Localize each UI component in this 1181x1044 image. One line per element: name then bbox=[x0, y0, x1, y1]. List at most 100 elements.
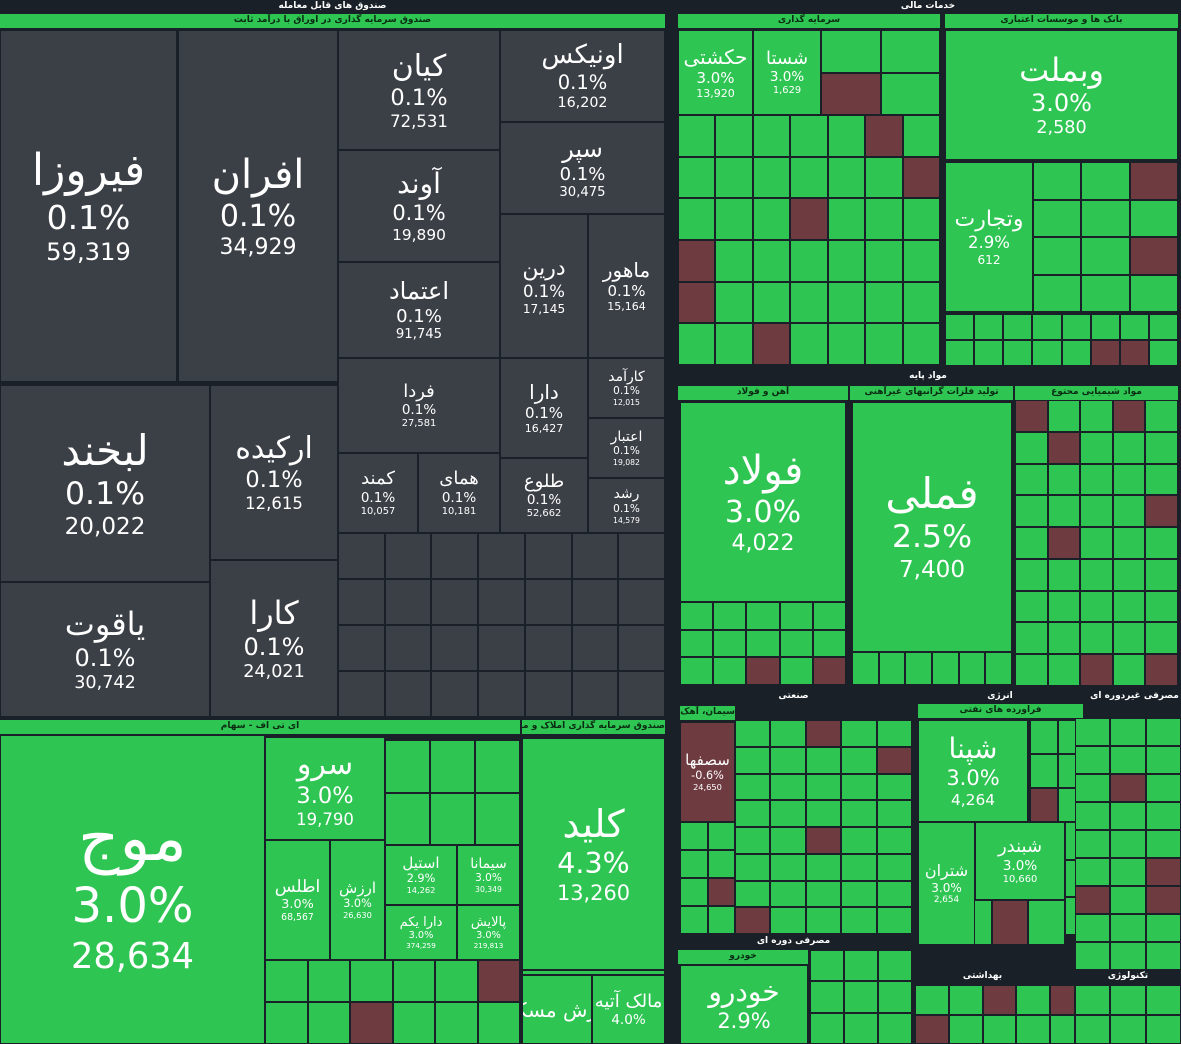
stock-tile[interactable]: پالایش 3.0% 219,813 bbox=[457, 905, 520, 960]
stock-tile[interactable]: حکشتی 3.0% 13,920 bbox=[678, 30, 753, 115]
tile-name: ارزش مسکن bbox=[523, 997, 591, 1022]
stock-tile[interactable]: اعتبار 0.1% 19,082 bbox=[588, 418, 665, 478]
section-header: صندوق های قابل معامله bbox=[0, 0, 665, 14]
filler-cell bbox=[991, 900, 1029, 945]
filler-cell bbox=[827, 115, 866, 157]
filler-cell bbox=[678, 323, 716, 365]
filler-cell bbox=[1145, 886, 1181, 914]
stock-tile[interactable]: اطلس 3.0% 68,567 bbox=[265, 840, 330, 960]
stock-tile[interactable]: وتجارت 2.9% 612 bbox=[945, 162, 1033, 312]
filler-cell bbox=[805, 853, 842, 881]
stock-tile[interactable]: ارکیده 0.1% 12,615 bbox=[210, 385, 338, 560]
filler-cell bbox=[1030, 754, 1058, 788]
filler-cell bbox=[430, 740, 475, 793]
tile-change: 3.0% bbox=[931, 880, 962, 895]
stock-tile[interactable]: موج 3.0% 28,634 bbox=[0, 735, 265, 1044]
filler-cell bbox=[841, 773, 877, 801]
stock-tile[interactable]: افران 0.1% 34,929 bbox=[178, 30, 338, 382]
filler-cell bbox=[678, 115, 716, 157]
stock-tile[interactable]: اونیکس 0.1% 16,202 bbox=[500, 30, 665, 122]
stock-tile[interactable]: سرو 3.0% 19,790 bbox=[265, 737, 385, 840]
tile-name: دارا یکم bbox=[399, 914, 443, 930]
stock-tile[interactable]: فردا 0.1% 27,581 bbox=[338, 358, 500, 453]
stock-tile[interactable]: سپر 0.1% 30,475 bbox=[500, 122, 665, 214]
stock-tile[interactable]: کیان 0.1% 72,531 bbox=[338, 30, 500, 150]
stock-tile[interactable]: ارزش مسکن bbox=[522, 975, 592, 1044]
filler-cell bbox=[779, 657, 813, 685]
stock-tile[interactable]: کمند 0.1% 10,057 bbox=[338, 453, 418, 533]
stock-tile[interactable]: طلوع 0.1% 52,662 bbox=[500, 458, 588, 533]
stock-tile[interactable]: سیمانا 3.0% 30,349 bbox=[457, 845, 520, 905]
stock-tile[interactable]: شبندر 3.0% 10,660 bbox=[975, 822, 1065, 900]
stock-tile[interactable]: وبملت 3.0% 2,580 bbox=[945, 30, 1178, 160]
filler-cell bbox=[752, 281, 791, 324]
stock-tile[interactable]: ارزش 3.0% 26,630 bbox=[330, 840, 385, 960]
stock-tile[interactable]: لبخند 0.1% 20,022 bbox=[0, 385, 210, 582]
filler-cell bbox=[680, 850, 708, 878]
stock-tile[interactable]: مالک آتیه 4.0% bbox=[592, 975, 665, 1044]
filler-cell bbox=[805, 800, 842, 827]
stock-tile[interactable]: رشد 0.1% 14,579 bbox=[588, 478, 665, 533]
stock-tile[interactable]: کارا 0.1% 24,021 bbox=[210, 560, 338, 717]
filler-cell bbox=[752, 115, 791, 157]
stock-tile[interactable]: دارا 0.1% 16,427 bbox=[500, 358, 588, 458]
filler-cell bbox=[752, 198, 791, 240]
filler-cell bbox=[478, 671, 525, 717]
filler-cell bbox=[878, 950, 912, 982]
stock-tile[interactable]: فولاد 3.0% 4,022 bbox=[680, 402, 846, 602]
stock-tile[interactable]: شتران 3.0% 2,654 bbox=[918, 822, 975, 945]
stock-tile[interactable]: فملی 2.5% 7,400 bbox=[852, 402, 1012, 652]
stock-tile[interactable]: همای 0.1% 10,181 bbox=[418, 453, 500, 533]
tile-volume: 91,745 bbox=[395, 327, 443, 343]
filler-cell bbox=[876, 853, 912, 881]
filler-cell bbox=[805, 907, 842, 934]
filler-cell bbox=[1110, 1014, 1146, 1044]
tile-name: سرو bbox=[296, 747, 354, 783]
filler-cell bbox=[1047, 495, 1081, 528]
filler-cell bbox=[1015, 590, 1048, 623]
stock-tile[interactable]: فیروزا 0.1% 59,319 bbox=[0, 30, 177, 382]
stock-tile[interactable]: سصفها -0.6% 24,650 bbox=[680, 722, 735, 822]
stock-tile[interactable]: شپنا 3.0% 4,264 bbox=[918, 720, 1028, 822]
filler-cell bbox=[1090, 340, 1120, 366]
tile-volume: 219,813 bbox=[473, 940, 504, 950]
filler-cell bbox=[770, 827, 806, 854]
filler-cell bbox=[1075, 942, 1111, 970]
stock-tile[interactable]: درین 0.1% 17,145 bbox=[500, 214, 588, 358]
stock-tile[interactable]: یاقوت 0.1% 30,742 bbox=[0, 582, 210, 717]
filler-cell bbox=[1075, 746, 1111, 774]
filler-cell bbox=[478, 579, 525, 625]
stock-tile[interactable]: اعتماد 0.1% 91,745 bbox=[338, 262, 500, 358]
stock-tile[interactable]: کارآمد 0.1% 12,015 bbox=[588, 358, 665, 418]
tile-volume: 1,629 bbox=[772, 85, 802, 97]
stock-tile[interactable]: ماهور 0.1% 15,164 bbox=[588, 214, 665, 358]
filler-cell bbox=[821, 30, 881, 73]
filler-cell bbox=[713, 657, 747, 685]
stock-tile[interactable]: خودرو 2.9% bbox=[680, 965, 808, 1044]
tile-volume: 2,580 bbox=[1036, 118, 1087, 139]
filler-cell bbox=[338, 625, 385, 671]
tile-change: 0.1% bbox=[613, 502, 640, 515]
stock-tile[interactable]: استیل 2.9% 14,262 bbox=[385, 845, 457, 905]
filler-cell bbox=[810, 950, 844, 982]
filler-cell bbox=[618, 625, 665, 671]
filler-cell bbox=[735, 800, 771, 827]
stock-tile[interactable]: شستا 3.0% 1,629 bbox=[753, 30, 821, 115]
filler-cell bbox=[1112, 463, 1146, 496]
tile-volume: 19,790 bbox=[296, 810, 354, 830]
filler-cell bbox=[1129, 199, 1178, 237]
tile-volume: 16,202 bbox=[557, 94, 608, 111]
filler-cell bbox=[805, 827, 842, 854]
filler-cell bbox=[770, 720, 806, 747]
filler-cell bbox=[1112, 431, 1146, 464]
filler-cell bbox=[1061, 340, 1091, 366]
stock-tile[interactable]: آوند 0.1% 19,890 bbox=[338, 150, 500, 262]
stock-tile[interactable]: کلید 4.3% 13,260 bbox=[522, 738, 665, 970]
tile-name: سپر bbox=[562, 134, 603, 163]
tile-volume: 30,349 bbox=[475, 885, 502, 895]
tile-name: همای bbox=[439, 468, 479, 490]
tile-volume: 7,400 bbox=[898, 557, 966, 584]
filler-cell bbox=[1090, 314, 1120, 340]
filler-cell bbox=[1047, 654, 1081, 686]
stock-tile[interactable]: دارا یکم 3.0% 374,259 bbox=[385, 905, 457, 960]
